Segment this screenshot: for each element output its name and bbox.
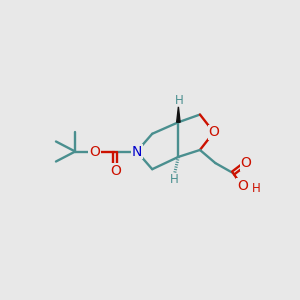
Text: O: O (237, 179, 248, 193)
Text: N: N (132, 145, 142, 158)
Text: H: H (251, 182, 260, 195)
Text: O: O (110, 164, 121, 178)
Text: H: H (169, 173, 178, 187)
Text: H: H (175, 94, 184, 107)
Text: O: O (241, 156, 252, 170)
Text: O: O (89, 145, 100, 158)
Text: O: O (208, 125, 219, 139)
Polygon shape (177, 107, 180, 122)
